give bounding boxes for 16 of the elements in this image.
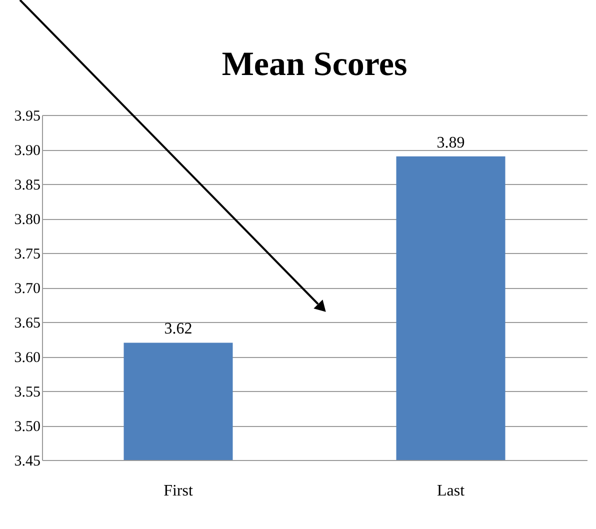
y-tick-label: 3.55 <box>14 384 40 400</box>
data-label: 3.62 <box>164 320 192 338</box>
x-tick-label: Last <box>436 482 466 500</box>
y-tick-label: 3.50 <box>14 419 40 435</box>
y-tick-label: 3.65 <box>14 316 40 332</box>
y-tick-label: 3.60 <box>14 350 40 366</box>
chart-title: Mean Scores <box>222 46 408 83</box>
y-tick-label: 3.70 <box>14 281 40 297</box>
x-tick-label: First <box>164 482 194 500</box>
data-label: 3.89 <box>436 134 465 152</box>
y-tick-label: 3.85 <box>14 178 40 194</box>
y-tick-label: 3.75 <box>14 246 40 262</box>
y-tick-label: 3.80 <box>14 212 40 228</box>
y-tick-label: 3.90 <box>14 143 40 159</box>
y-tick-label: 3.95 <box>14 108 40 124</box>
y-tick-label: 3.45 <box>14 454 40 470</box>
